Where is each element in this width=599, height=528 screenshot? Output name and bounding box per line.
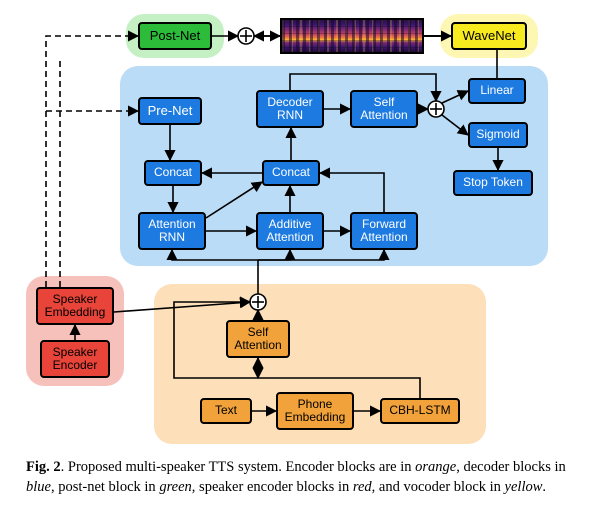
- node-linear: Linear: [468, 78, 526, 104]
- node-postnet: Post-Net: [138, 22, 212, 50]
- spectrogram-image: [280, 18, 424, 54]
- caption-yellow: yellow: [505, 479, 543, 495]
- node-decoderrnn: DecoderRNN: [256, 90, 324, 128]
- caption-blue: blue: [26, 479, 51, 495]
- node-spk_enc: SpeakerEncoder: [40, 340, 110, 378]
- node-fwdattn: ForwardAttention: [350, 212, 418, 250]
- caption-green: green: [159, 479, 191, 495]
- node-selfattn_enc: SelfAttention: [226, 320, 290, 358]
- figure-stage: Fig. 2. Proposed multi-speaker TTS syste…: [0, 0, 599, 528]
- node-sigmoid: Sigmoid: [468, 122, 528, 148]
- node-selfattn_dec: SelfAttention: [350, 90, 418, 128]
- node-text: Text: [200, 398, 252, 424]
- node-concat1: Concat: [144, 160, 202, 186]
- caption-t5: , and vocoder block in: [372, 479, 505, 495]
- caption-t2: , decoder blocks in: [456, 459, 566, 475]
- caption-label: Fig. 2: [26, 459, 61, 475]
- node-stoptoken: Stop Token: [453, 170, 533, 196]
- node-concat2: Concat: [262, 160, 320, 186]
- node-spk_embed: SpeakerEmbedding: [36, 287, 114, 325]
- node-attnrnn: AttentionRNN: [138, 212, 206, 250]
- caption-t3: , post-net block in: [51, 479, 159, 495]
- caption-period: .: [542, 479, 546, 495]
- node-wavenet: WaveNet: [451, 22, 527, 50]
- caption-t4: , speaker encoder blocks in: [192, 479, 353, 495]
- node-cbh: CBH-LSTM: [380, 398, 460, 424]
- caption-orange: orange: [415, 459, 456, 475]
- node-prenet: Pre-Net: [138, 97, 202, 125]
- node-phone: PhoneEmbedding: [276, 392, 354, 430]
- caption-red: red: [353, 479, 372, 495]
- caption-t1: . Proposed multi-speaker TTS system. Enc…: [61, 459, 416, 475]
- node-addattn: AdditiveAttention: [256, 212, 324, 250]
- figure-caption: Fig. 2. Proposed multi-speaker TTS syste…: [26, 458, 574, 497]
